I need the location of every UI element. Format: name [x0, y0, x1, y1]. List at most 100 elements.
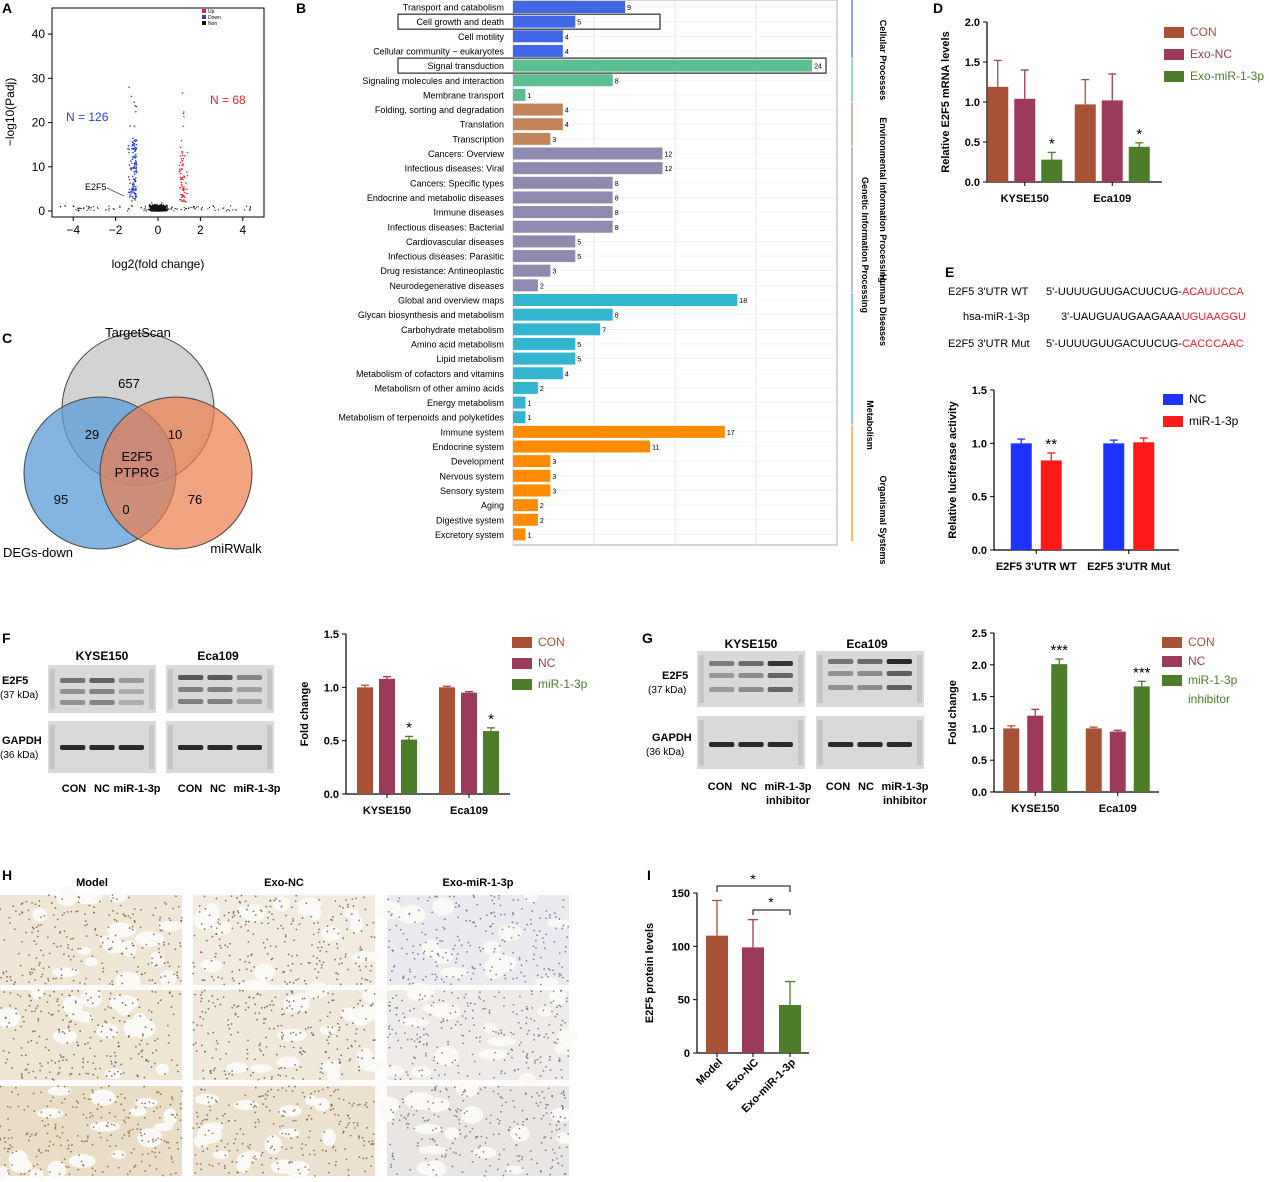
- volcano-point-up: [179, 176, 182, 179]
- ihc-alveolus: [204, 903, 220, 922]
- ihc-nucleus: [32, 1165, 35, 1167]
- ihc-nucleus: [231, 1070, 234, 1072]
- ihc-nucleus: [213, 1067, 216, 1070]
- ihc-nucleus: [466, 1075, 469, 1077]
- ihc-nucleus: [85, 935, 88, 938]
- ihc-nucleus: [409, 970, 412, 973]
- ihc-nucleus: [172, 1114, 175, 1116]
- ihc-nucleus: [16, 993, 19, 996]
- ihc-nucleus: [475, 1135, 478, 1138]
- ihc-nucleus: [548, 1058, 551, 1061]
- ihc-nucleus: [110, 1075, 113, 1077]
- ihc-nucleus: [89, 1015, 92, 1017]
- kegg-category-label: Development: [451, 457, 505, 467]
- volcano-point-down: [134, 150, 136, 152]
- volcano-point-non: [164, 208, 166, 210]
- ihc-nucleus: [252, 1100, 255, 1103]
- ihc-nucleus: [91, 1002, 94, 1005]
- ihc-nucleus: [87, 999, 89, 1001]
- ihc-nucleus: [450, 983, 452, 985]
- bar: [1027, 715, 1044, 792]
- ihc-nucleus: [154, 906, 157, 909]
- ihc-nucleus: [274, 945, 277, 948]
- ihc-nucleus: [69, 1073, 71, 1076]
- ihc-nucleus: [39, 961, 41, 964]
- blot-g-gapdh-eca-ladder: [917, 720, 922, 765]
- ihc-nucleus: [542, 941, 545, 944]
- ihc-nucleus: [447, 1043, 450, 1046]
- blot-g-control: GAPDH: [652, 732, 692, 744]
- ihc-nucleus: [8, 1051, 10, 1054]
- ihc-nucleus: [132, 944, 134, 947]
- kegg-bar-value: 24: [814, 64, 822, 71]
- ihc-nucleus: [310, 1032, 313, 1034]
- ihc-nucleus: [316, 957, 319, 960]
- ihc-nucleus: [84, 924, 86, 927]
- ihc-alveolus: [51, 967, 80, 978]
- ihc-nucleus: [525, 1016, 528, 1019]
- ihc-nucleus: [168, 965, 171, 968]
- ihc-nucleus: [42, 954, 45, 957]
- ihc-nucleus: [71, 1067, 74, 1069]
- blot-f-e2f5-eca-band: [236, 699, 262, 704]
- ihc-nucleus: [223, 1167, 226, 1170]
- ihc-nucleus: [479, 998, 482, 1000]
- ihc-nucleus: [456, 1020, 459, 1023]
- blot-f-gapdh-kyse-band: [118, 745, 144, 750]
- ihc-nucleus: [533, 953, 536, 956]
- ihc-nucleus: [300, 962, 303, 965]
- volcano-xtick-label: 4: [239, 223, 246, 237]
- blot-g-gapdh-eca-ladder: [818, 720, 823, 765]
- ihc-nucleus: [153, 933, 155, 936]
- ihc-nucleus: [524, 1092, 527, 1095]
- blot-g-e2f5-kyse-band: [709, 673, 735, 678]
- legend-swatch: [1164, 49, 1184, 60]
- ihc-nucleus: [165, 903, 168, 905]
- ihc-nucleus: [294, 1129, 297, 1132]
- ihc-nucleus: [230, 1033, 232, 1036]
- volcano-point-down: [135, 167, 137, 170]
- ihc-nucleus: [532, 945, 535, 948]
- ihc-nucleus: [518, 956, 521, 959]
- volcano-point-up: [183, 115, 185, 118]
- ihc-nucleus: [436, 976, 438, 979]
- ihc-alveolus: [264, 1134, 282, 1155]
- ihc-nucleus: [204, 1011, 207, 1014]
- ihc-nucleus: [483, 969, 486, 971]
- ihc-nucleus: [499, 913, 502, 916]
- ihc-nucleus: [20, 1046, 23, 1049]
- ihc-nucleus: [526, 1057, 529, 1059]
- ihc-nucleus: [77, 1168, 80, 1171]
- ihc-nucleus: [444, 1064, 447, 1067]
- ihc-nucleus: [288, 1000, 291, 1003]
- ihc-nucleus: [151, 1150, 154, 1153]
- ihc-nucleus: [168, 917, 171, 920]
- ihc-nucleus: [267, 1140, 269, 1143]
- ihc-nucleus: [502, 952, 505, 955]
- blot-f-e2f5-eca-band: [236, 687, 262, 692]
- ihc-nucleus: [277, 1025, 279, 1027]
- ihc-nucleus: [470, 978, 473, 980]
- ihc-nucleus: [491, 899, 494, 902]
- ihc-nucleus: [327, 1001, 330, 1004]
- ihc-nucleus: [334, 900, 337, 902]
- volcano-point-non: [214, 209, 216, 212]
- ihc-nucleus: [333, 1090, 336, 1093]
- ihc-nucleus: [417, 897, 420, 900]
- legend-swatch: [1163, 416, 1183, 427]
- volcano-point-non: [166, 206, 168, 208]
- ihc-nucleus: [418, 998, 421, 1001]
- ihc-nucleus: [328, 1171, 330, 1174]
- ihc-nucleus: [494, 1031, 497, 1033]
- ihc-nucleus: [59, 945, 62, 948]
- ihc-nucleus: [244, 923, 247, 926]
- ihc-nucleus: [215, 1048, 218, 1051]
- ihc-nucleus: [151, 1138, 154, 1141]
- ihc-nucleus: [465, 993, 467, 996]
- blot-g-e2f5-eca-band: [857, 685, 883, 690]
- volcano-point-non: [80, 207, 82, 209]
- volcano-point-up: [182, 112, 185, 115]
- ihc-nucleus: [458, 904, 460, 906]
- ihc-nucleus: [457, 916, 459, 919]
- ihc-nucleus: [152, 1140, 155, 1143]
